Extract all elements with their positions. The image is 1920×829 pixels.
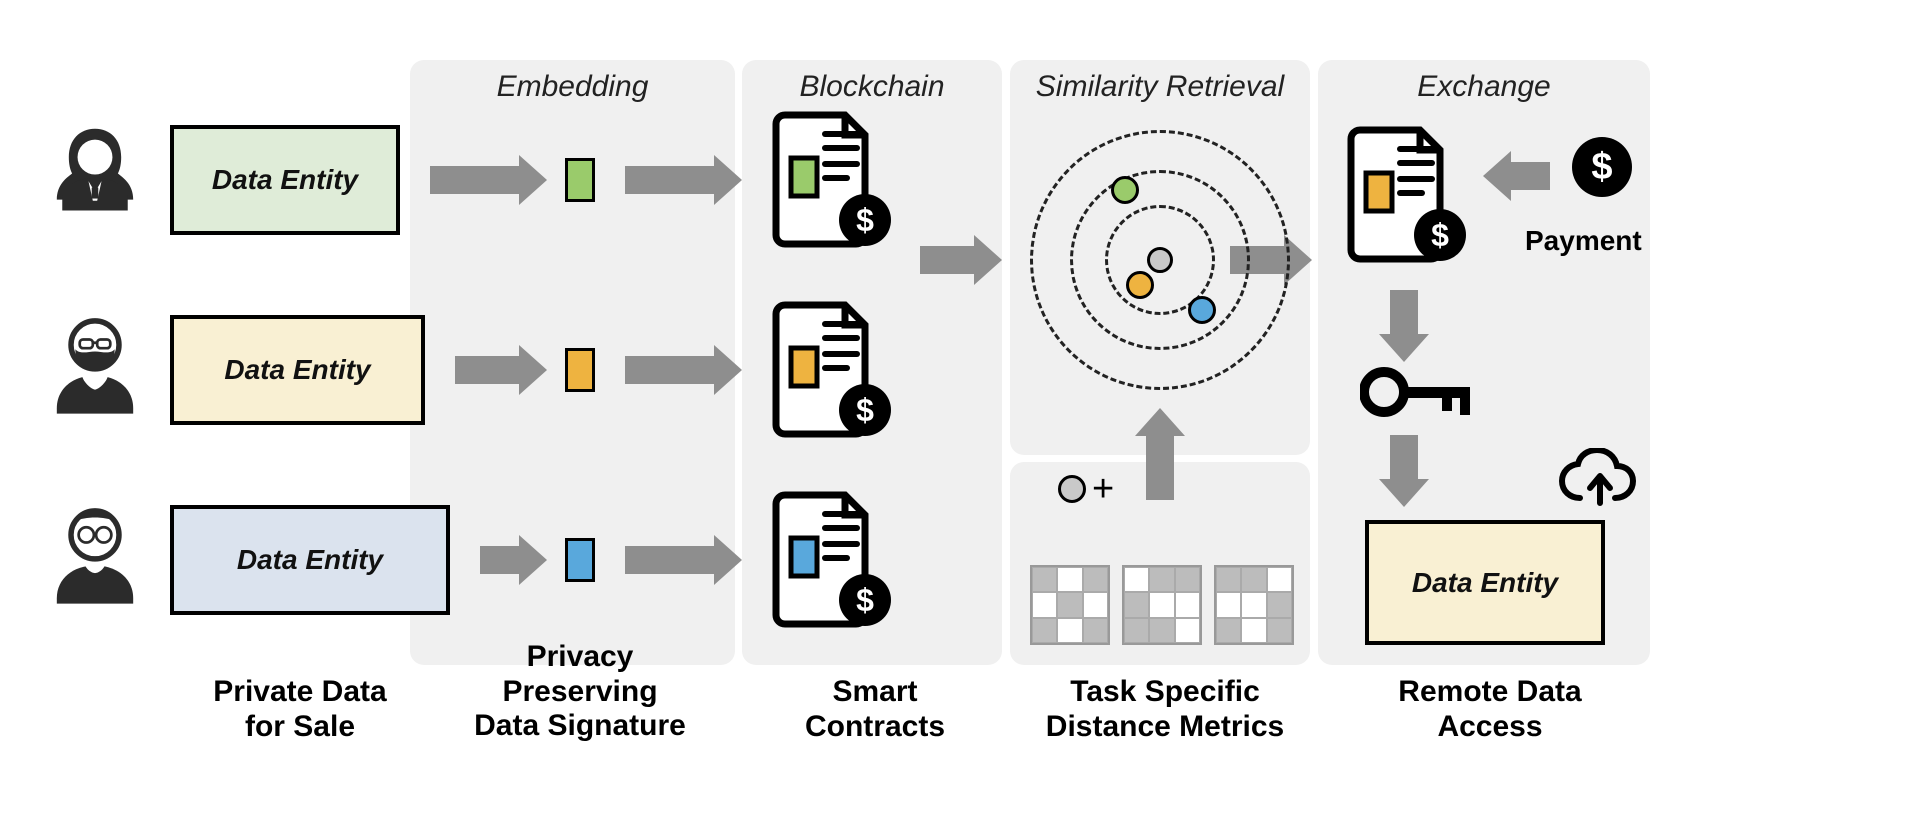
arrow-contract-key [1390, 290, 1418, 340]
arrow-chip1-contract [625, 356, 720, 384]
chip-1 [565, 348, 595, 392]
svg-text:$: $ [856, 202, 874, 238]
svg-text:$: $ [1431, 217, 1449, 253]
arrow-payment-contract [1505, 162, 1550, 190]
entity-box-1: Data Entity [170, 315, 425, 425]
contract-exchange: $ [1340, 125, 1470, 265]
arrow-e1-chip [455, 356, 525, 384]
panel-title-exchange: Exchange [1318, 70, 1650, 104]
label-remote: Remote Data Access [1370, 675, 1610, 744]
dot-orange [1126, 271, 1154, 299]
svg-text:$: $ [856, 582, 874, 618]
panel-title-similarity: Similarity Retrieval [1010, 70, 1310, 104]
query-dot [1058, 475, 1086, 503]
entity-label-0: Data Entity [212, 164, 358, 196]
panel-title-blockchain: Blockchain [742, 70, 1002, 104]
avatar-female [40, 120, 150, 240]
entity-label-1: Data Entity [224, 354, 370, 386]
dot-blue [1188, 296, 1216, 324]
entity-box-result: Data Entity [1365, 520, 1605, 645]
label-smart: Smart Contracts [775, 675, 975, 744]
arrow-e0-chip [430, 166, 525, 194]
avatar-beard [40, 310, 150, 430]
arrow-blockchain-similarity [920, 246, 980, 274]
arrow-key-entity [1390, 435, 1418, 485]
payment-label: Payment [1525, 225, 1642, 257]
entity-label-result: Data Entity [1412, 567, 1558, 599]
contract-0: $ [765, 110, 895, 250]
diagram-root: Embedding Blockchain Similarity Retrieva… [30, 30, 1890, 799]
key-icon [1360, 365, 1480, 425]
payment-dollar-icon: $ [1570, 135, 1634, 204]
label-signature: Privacy Preserving Data Signature [450, 640, 710, 744]
dot-grey-center [1147, 247, 1173, 273]
label-private-data: Private Data for Sale [185, 675, 415, 744]
arrow-metrics-up [1146, 430, 1174, 500]
grid-1 [1122, 565, 1202, 645]
arrow-chip2-contract [625, 546, 720, 574]
arrow-e2-chip [480, 546, 525, 574]
dot-green [1111, 176, 1139, 204]
chip-0 [565, 158, 595, 202]
grid-2 [1214, 565, 1294, 645]
entity-box-2: Data Entity [170, 505, 450, 615]
entity-box-0: Data Entity [170, 125, 400, 235]
avatar-glasses [40, 500, 150, 620]
contract-1: $ [765, 300, 895, 440]
label-task: Task Specific Distance Metrics [1015, 675, 1315, 744]
panel-title-embedding: Embedding [410, 70, 735, 104]
svg-text:$: $ [856, 392, 874, 428]
svg-text:$: $ [1591, 146, 1612, 188]
arrow-chip0-contract [625, 166, 720, 194]
cloud-upload-icon [1555, 448, 1645, 523]
entity-label-2: Data Entity [237, 544, 383, 576]
contract-2: $ [765, 490, 895, 630]
chip-2 [565, 538, 595, 582]
plus-icon: + [1092, 468, 1114, 511]
grid-0 [1030, 565, 1110, 645]
